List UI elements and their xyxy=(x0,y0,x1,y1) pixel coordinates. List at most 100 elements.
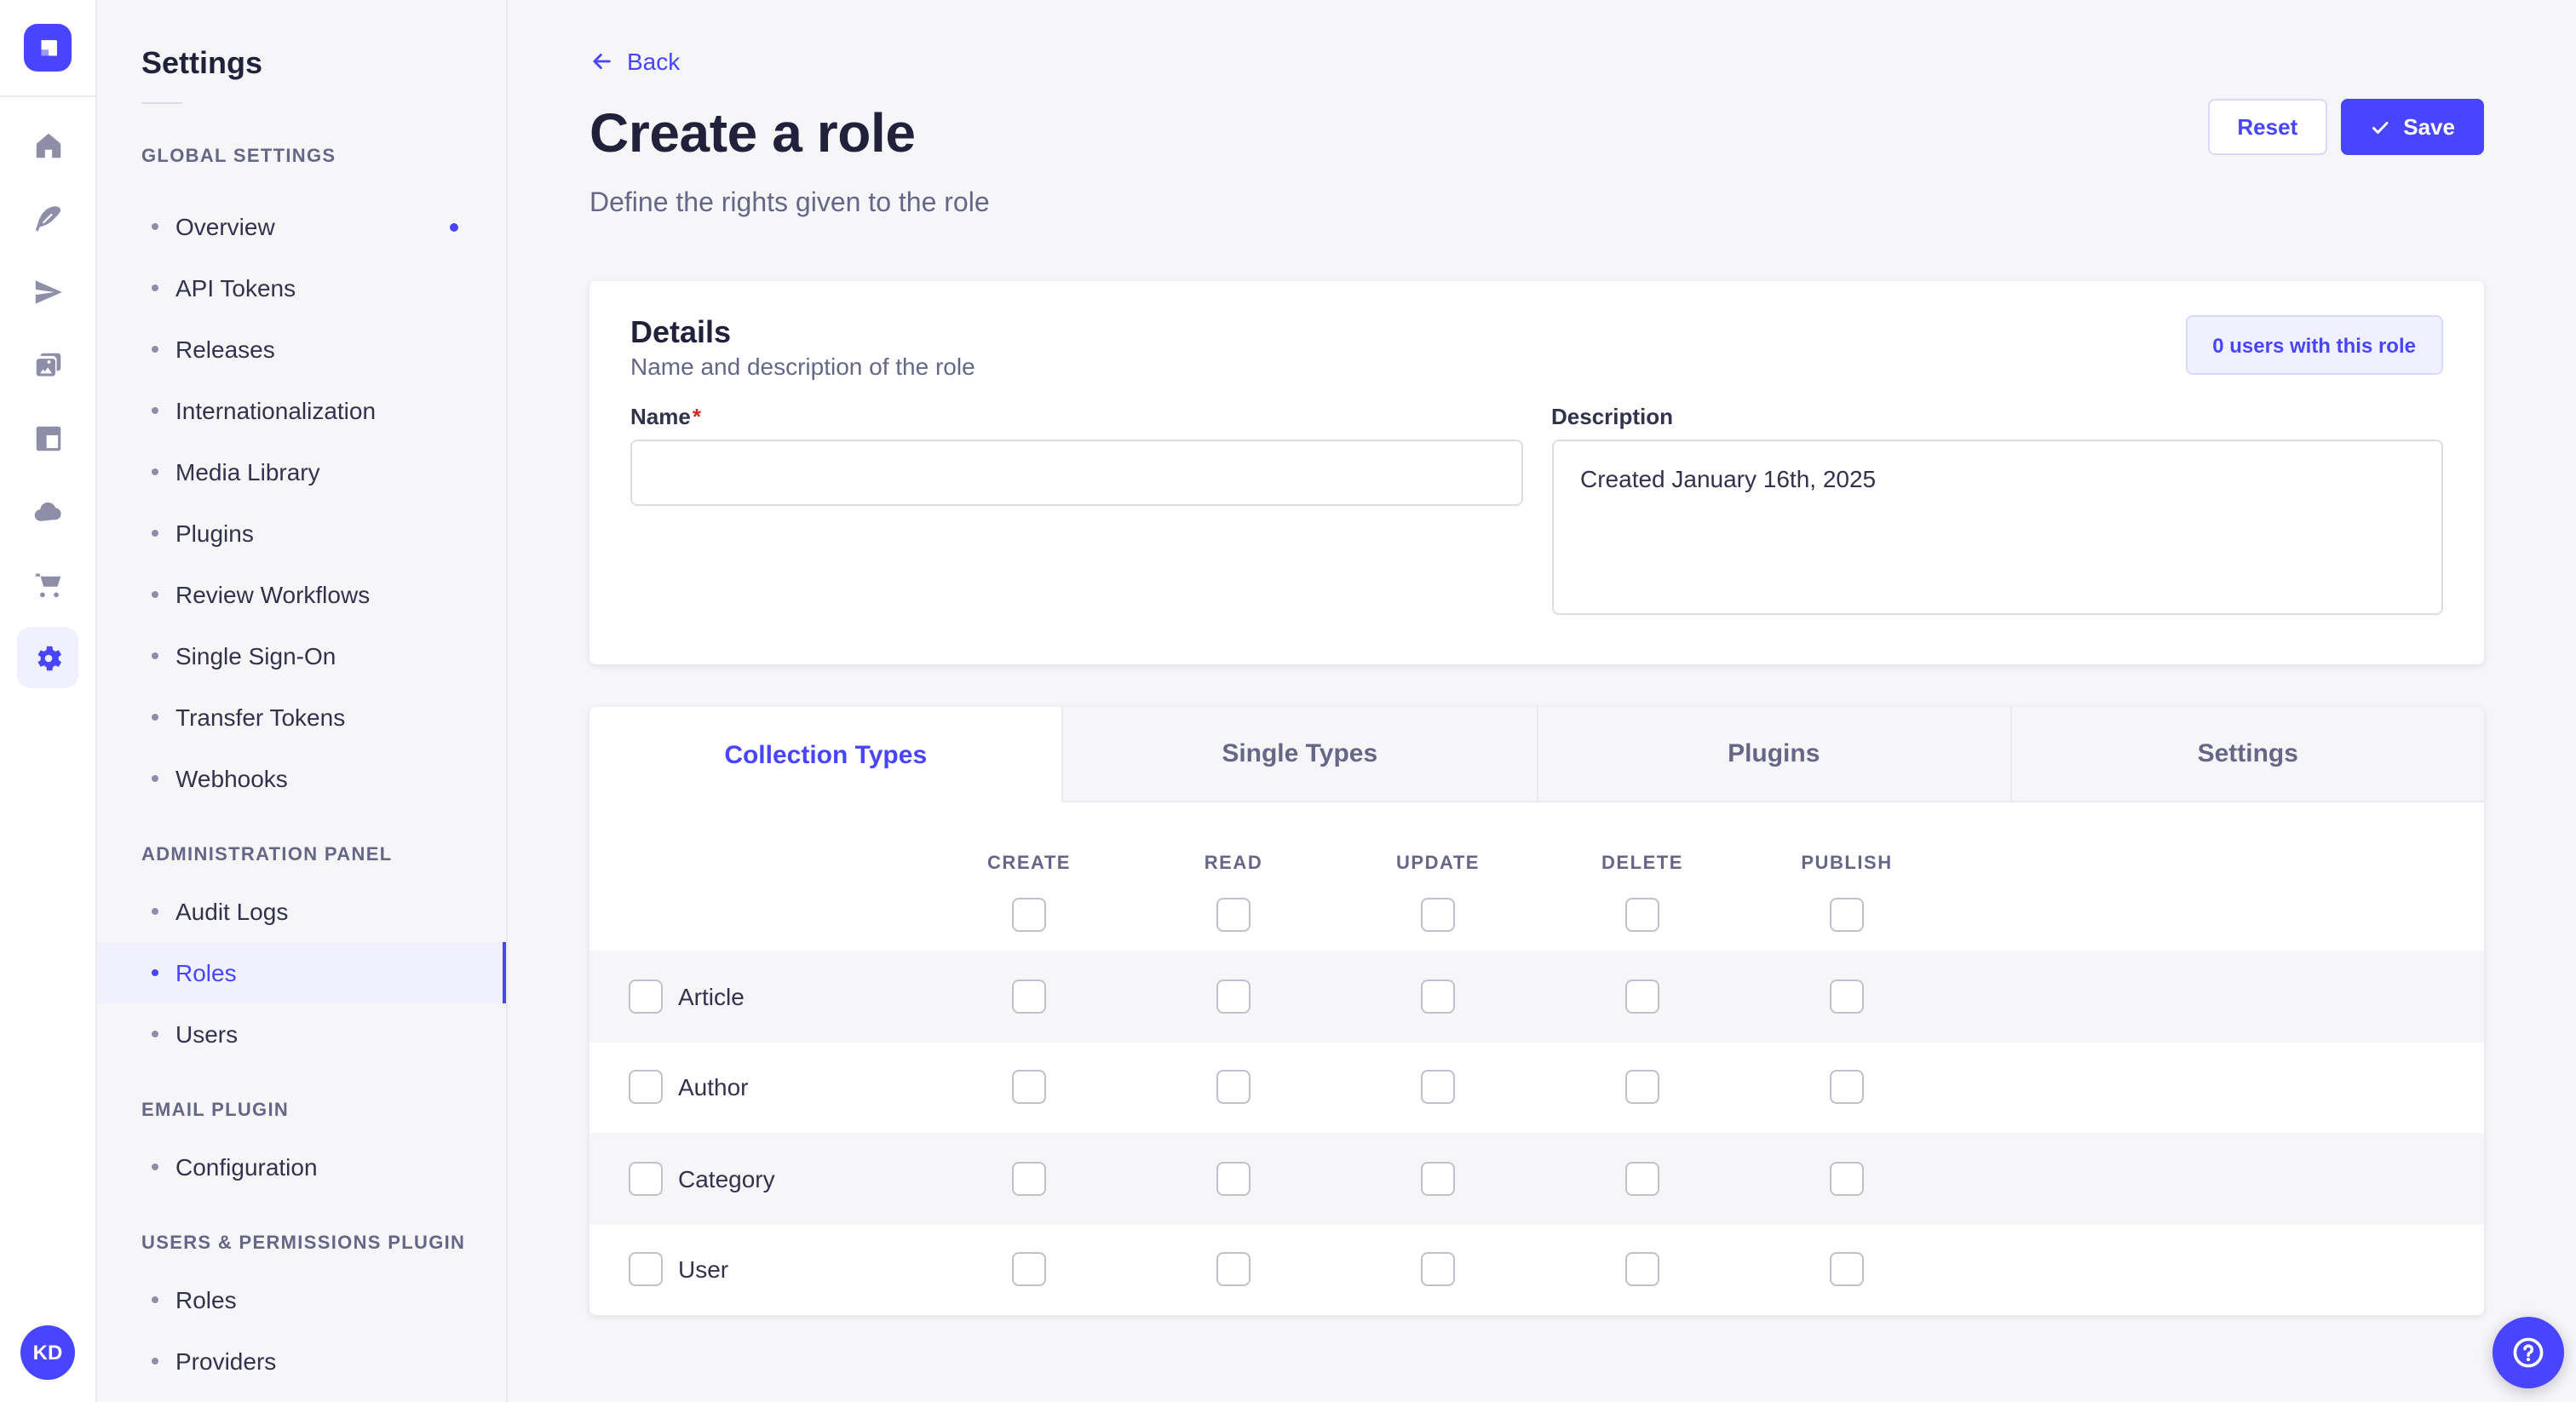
bullet-icon xyxy=(152,591,158,598)
user-read-checkbox[interactable] xyxy=(1216,1252,1251,1287)
author-read-checkbox[interactable] xyxy=(1216,1070,1251,1105)
select-all-read-checkbox[interactable] xyxy=(1216,898,1251,932)
tab-collection-types[interactable]: Collection Types xyxy=(589,707,1062,802)
sidebar-item-webhooks[interactable]: Webhooks xyxy=(97,748,506,809)
sidebar-title: Settings xyxy=(141,46,263,80)
select-all-create-checkbox[interactable] xyxy=(1012,898,1046,932)
sidebar-item-media-library[interactable]: Media Library xyxy=(97,441,506,503)
nav-media-library[interactable] xyxy=(17,334,78,395)
tab-label: Plugins xyxy=(1728,739,1820,768)
nav-deploy[interactable] xyxy=(17,480,78,542)
article-publish-checkbox[interactable] xyxy=(1830,979,1864,1014)
sidebar-item-releases[interactable]: Releases xyxy=(97,319,506,380)
tab-settings[interactable]: Settings xyxy=(2010,707,2484,802)
bullet-icon xyxy=(152,468,158,475)
tab-single-types[interactable]: Single Types xyxy=(1061,707,1536,802)
category-publish-checkbox[interactable] xyxy=(1830,1161,1864,1196)
article-create-checkbox[interactable] xyxy=(1012,979,1046,1014)
sidebar-item-providers[interactable]: Providers xyxy=(97,1330,506,1392)
category-row-checkbox[interactable] xyxy=(629,1161,663,1196)
category-delete-checkbox[interactable] xyxy=(1625,1161,1659,1196)
reset-button[interactable]: Reset xyxy=(2208,99,2327,155)
help-button[interactable] xyxy=(2493,1317,2564,1388)
article-row-checkbox[interactable] xyxy=(629,979,663,1014)
bullet-icon xyxy=(152,1358,158,1365)
category-create-checkbox[interactable] xyxy=(1012,1161,1046,1196)
nav-content-type-builder[interactable] xyxy=(17,187,78,249)
permission-row-category: Category xyxy=(589,1133,2484,1224)
sidebar-item-label: Providers xyxy=(175,1347,277,1375)
sidebar-title-divider xyxy=(141,102,182,104)
author-row-checkbox[interactable] xyxy=(629,1070,663,1105)
permissions-header: Create Read Update Delete Publish xyxy=(589,802,2484,951)
nav-settings[interactable] xyxy=(17,627,78,688)
content-type-builder-icon xyxy=(32,202,64,234)
bullet-icon xyxy=(152,908,158,915)
back-link[interactable]: Back xyxy=(589,48,680,75)
row-label: User xyxy=(678,1255,729,1284)
name-field: Name * xyxy=(630,402,1522,623)
author-delete-checkbox[interactable] xyxy=(1625,1070,1659,1105)
author-update-checkbox[interactable] xyxy=(1421,1070,1455,1105)
sidebar-item-users[interactable]: Users xyxy=(97,1003,506,1065)
column-label: Read xyxy=(1204,853,1263,874)
category-update-checkbox[interactable] xyxy=(1421,1161,1455,1196)
article-delete-checkbox[interactable] xyxy=(1625,979,1659,1014)
page-subtitle: Define the rights given to the role xyxy=(589,189,990,218)
article-read-checkbox[interactable] xyxy=(1216,979,1251,1014)
user-publish-checkbox[interactable] xyxy=(1830,1252,1864,1287)
arrow-left-icon xyxy=(589,49,627,73)
sidebar-item-label: Roles xyxy=(175,959,237,986)
user-update-checkbox[interactable] xyxy=(1421,1252,1455,1287)
page-title: Create a role xyxy=(589,102,916,164)
description-textarea[interactable]: Created January 16th, 2025 xyxy=(1551,440,2443,615)
sidebar-item-roles[interactable]: Roles xyxy=(97,942,506,1003)
nav-releases[interactable] xyxy=(17,261,78,322)
sidebar-item-transfer-tokens[interactable]: Transfer Tokens xyxy=(97,687,506,748)
name-input[interactable] xyxy=(630,440,1522,506)
bullet-icon xyxy=(152,969,158,976)
media-library-icon xyxy=(32,348,64,381)
bullet-icon xyxy=(152,1031,158,1037)
sidebar-item-review-workflows[interactable]: Review Workflows xyxy=(97,564,506,625)
sidebar-item-overview[interactable]: Overview xyxy=(97,196,506,257)
releases-icon xyxy=(32,275,64,307)
sidebar-item-internationalization[interactable]: Internationalization xyxy=(97,380,506,441)
sidebar-item-api-tokens[interactable]: API Tokens xyxy=(97,257,506,319)
users-with-role-button[interactable]: 0 users with this role xyxy=(2185,315,2443,375)
author-publish-checkbox[interactable] xyxy=(1830,1070,1864,1105)
tab-plugins[interactable]: Plugins xyxy=(1536,707,2010,802)
description-label: Description xyxy=(1551,404,1674,429)
save-button[interactable]: Save xyxy=(2340,99,2484,155)
category-read-checkbox[interactable] xyxy=(1216,1161,1251,1196)
sidebar-item-single-sign-on[interactable]: Single Sign-On xyxy=(97,625,506,687)
user-create-checkbox[interactable] xyxy=(1012,1252,1046,1287)
bullet-icon xyxy=(152,775,158,782)
column-label: Delete xyxy=(1601,853,1683,874)
deploy-icon xyxy=(32,495,64,527)
select-all-update-checkbox[interactable] xyxy=(1421,898,1455,932)
details-title: Details xyxy=(630,315,732,349)
sidebar-item-audit-logs[interactable]: Audit Logs xyxy=(97,881,506,942)
select-all-publish-checkbox[interactable] xyxy=(1830,898,1864,932)
author-create-checkbox[interactable] xyxy=(1012,1070,1046,1105)
user-row-checkbox[interactable] xyxy=(629,1252,663,1287)
notification-dot xyxy=(450,222,458,231)
article-update-checkbox[interactable] xyxy=(1421,979,1455,1014)
nav-marketplace[interactable] xyxy=(17,554,78,615)
column-label: Update xyxy=(1395,853,1481,874)
sidebar-section-label: ADMINISTRATION PANEL xyxy=(141,845,393,865)
required-asterisk: * xyxy=(692,404,701,429)
tab-label: Settings xyxy=(2197,739,2298,768)
sidebar-item-plugins[interactable]: Plugins xyxy=(97,503,506,564)
select-all-delete-checkbox[interactable] xyxy=(1625,898,1659,932)
user-delete-checkbox[interactable] xyxy=(1625,1252,1659,1287)
workspace-logo[interactable] xyxy=(24,24,72,72)
sidebar-item-configuration[interactable]: Configuration xyxy=(97,1136,506,1198)
nav-home[interactable] xyxy=(17,114,78,175)
avatar[interactable]: KD xyxy=(20,1325,75,1380)
sidebar-item-roles[interactable]: Roles xyxy=(97,1269,506,1330)
main-content: Back Create a role Reset Save Define the… xyxy=(508,0,2576,1402)
nav-content-manager[interactable] xyxy=(17,407,78,468)
sidebar-section-label: EMAIL PLUGIN xyxy=(141,1100,290,1121)
